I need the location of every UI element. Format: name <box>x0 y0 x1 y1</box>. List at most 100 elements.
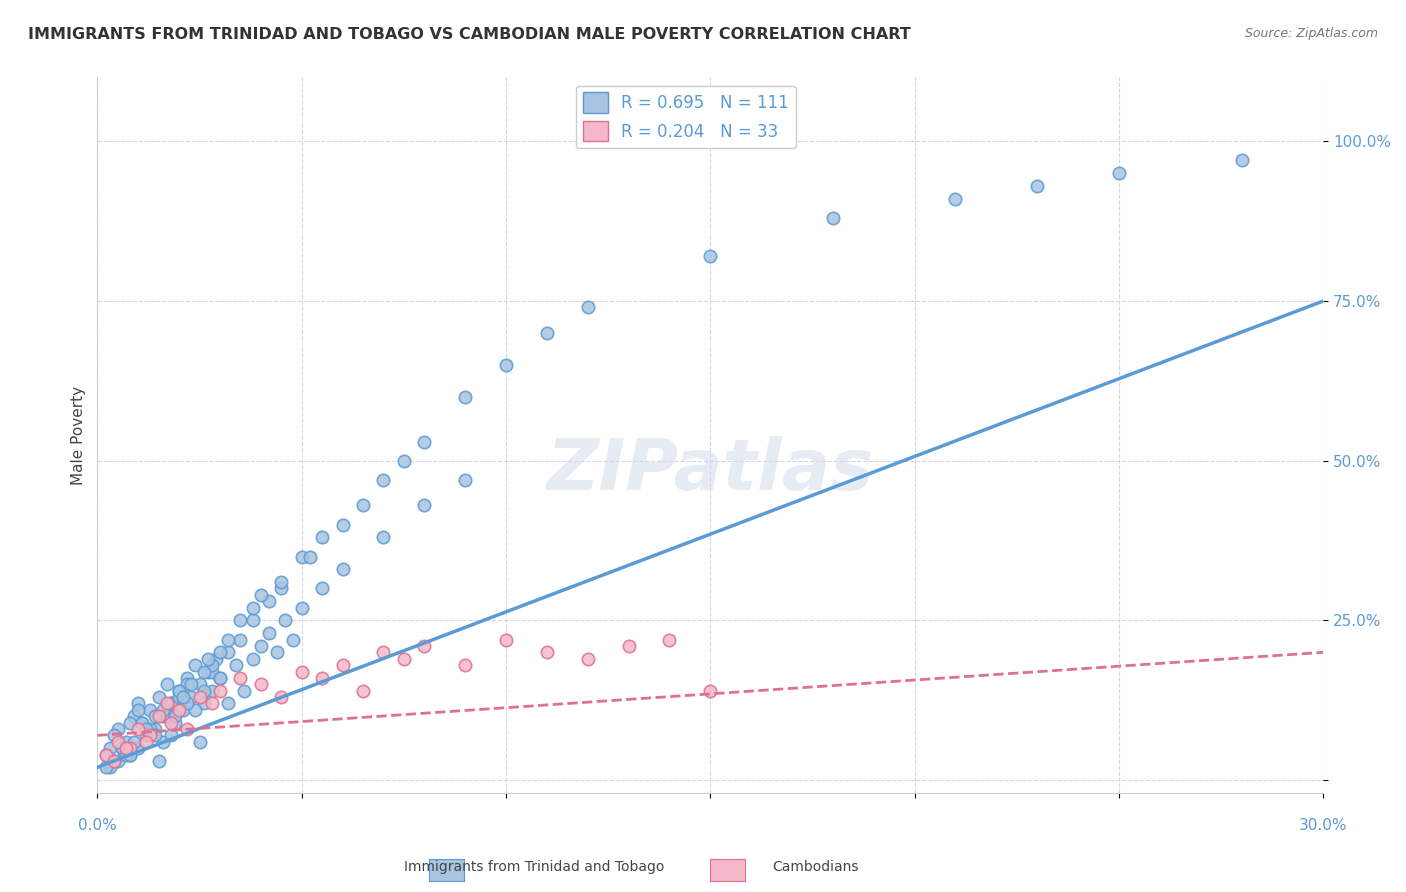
Point <box>270 575 292 590</box>
Point <box>160 728 183 742</box>
Point <box>257 594 280 608</box>
Point <box>576 651 599 665</box>
Point <box>152 703 174 717</box>
Point <box>103 754 125 768</box>
Point <box>148 709 170 723</box>
Point <box>495 632 517 647</box>
Point <box>163 715 186 730</box>
Point <box>188 735 211 749</box>
Point <box>139 728 162 742</box>
Point <box>217 645 239 659</box>
Point <box>229 671 252 685</box>
Point <box>1108 166 1130 180</box>
Point <box>115 735 138 749</box>
Point <box>197 665 219 679</box>
Text: Cambodians: Cambodians <box>772 860 859 874</box>
Point <box>103 754 125 768</box>
Point <box>373 473 395 487</box>
Point <box>311 671 333 685</box>
Text: Immigrants from Trinidad and Tobago: Immigrants from Trinidad and Tobago <box>404 860 665 874</box>
Point <box>127 697 149 711</box>
Point <box>188 690 211 704</box>
Point <box>536 645 558 659</box>
Point <box>94 760 117 774</box>
Point <box>270 582 292 596</box>
Point <box>107 722 129 736</box>
Point <box>160 715 183 730</box>
Point <box>148 754 170 768</box>
Point <box>167 690 190 704</box>
Point <box>131 715 153 730</box>
Point <box>454 390 477 404</box>
Point <box>98 741 121 756</box>
Point <box>392 453 415 467</box>
Point <box>193 697 215 711</box>
Point <box>176 677 198 691</box>
Point <box>352 683 374 698</box>
Point <box>115 741 138 756</box>
Point <box>617 639 640 653</box>
Point <box>193 683 215 698</box>
Point <box>156 709 179 723</box>
Point <box>208 645 231 659</box>
Point <box>413 639 436 653</box>
Point <box>225 658 247 673</box>
Point <box>143 709 166 723</box>
Point <box>135 735 157 749</box>
Y-axis label: Male Poverty: Male Poverty <box>72 385 86 484</box>
Point <box>115 747 138 762</box>
Text: 0.0%: 0.0% <box>77 819 117 833</box>
Point <box>392 651 415 665</box>
Point <box>127 703 149 717</box>
Point <box>311 530 333 544</box>
Point <box>208 671 231 685</box>
Point <box>1230 153 1253 168</box>
Point <box>172 703 194 717</box>
Point <box>298 549 321 564</box>
Point <box>208 671 231 685</box>
Point <box>139 722 162 736</box>
Point <box>135 728 157 742</box>
Point <box>167 703 190 717</box>
Point <box>160 697 183 711</box>
Text: ZIPatlas: ZIPatlas <box>547 436 875 506</box>
Point <box>217 632 239 647</box>
Point <box>176 697 198 711</box>
Point <box>495 358 517 372</box>
Point <box>156 697 179 711</box>
Point <box>135 722 157 736</box>
Point <box>188 677 211 691</box>
Point <box>249 639 271 653</box>
Point <box>201 683 224 698</box>
Point <box>176 722 198 736</box>
Point <box>148 690 170 704</box>
Point <box>270 690 292 704</box>
Point <box>536 326 558 340</box>
Point <box>122 735 145 749</box>
Point <box>413 499 436 513</box>
Point <box>98 760 121 774</box>
Point <box>127 722 149 736</box>
Point <box>131 715 153 730</box>
Text: IMMIGRANTS FROM TRINIDAD AND TOBAGO VS CAMBODIAN MALE POVERTY CORRELATION CHART: IMMIGRANTS FROM TRINIDAD AND TOBAGO VS C… <box>28 27 911 42</box>
Point <box>699 249 721 263</box>
Point <box>156 677 179 691</box>
Point <box>373 645 395 659</box>
Point <box>454 473 477 487</box>
Point <box>291 600 314 615</box>
Point <box>311 582 333 596</box>
Point <box>217 697 239 711</box>
Point <box>107 754 129 768</box>
Point <box>332 517 354 532</box>
Point <box>242 600 264 615</box>
Point <box>242 614 264 628</box>
Point <box>107 735 129 749</box>
Point <box>699 683 721 698</box>
Point <box>152 735 174 749</box>
Point <box>118 741 141 756</box>
Point <box>266 645 288 659</box>
Point <box>193 665 215 679</box>
Point <box>208 683 231 698</box>
Point <box>122 709 145 723</box>
Point <box>229 632 252 647</box>
